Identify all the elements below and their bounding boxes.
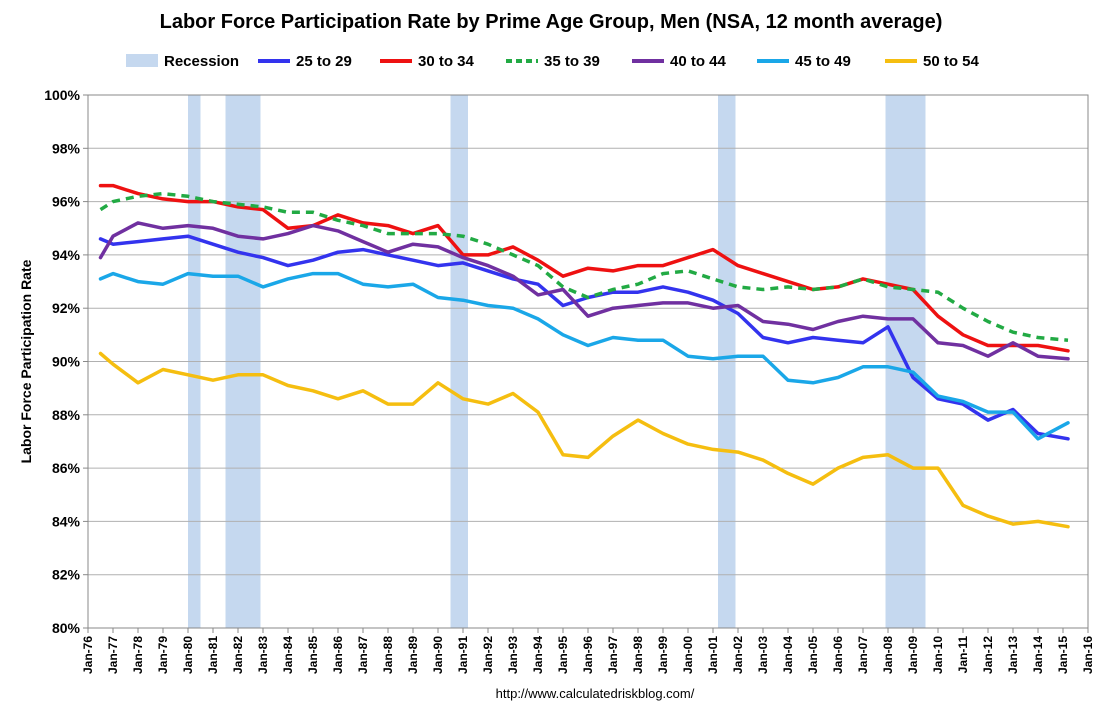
y-tick-label: 84% xyxy=(52,513,81,529)
x-tick-label: Jan-02 xyxy=(731,636,745,674)
x-tick-label: Jan-98 xyxy=(631,636,645,674)
y-axis: 80% 82% 84% 86% 88% 90% 92% 94% 96% 98% 100% xyxy=(44,87,88,636)
x-tick-label: Jan-01 xyxy=(706,636,720,674)
x-tick-label: Jan-14 xyxy=(1031,636,1045,674)
y-tick-label: 98% xyxy=(52,140,81,156)
x-tick-label: Jan-94 xyxy=(531,636,545,674)
y-tick-label: 82% xyxy=(52,567,81,583)
legend-label: 35 to 39 xyxy=(544,53,600,70)
x-tick-label: Jan-76 xyxy=(81,636,95,674)
legend-label: 30 to 34 xyxy=(418,53,475,70)
y-tick-label: 96% xyxy=(52,194,81,210)
legend-label: 40 to 44 xyxy=(670,53,727,70)
x-tick-label: Jan-12 xyxy=(981,636,995,674)
x-tick-label: Jan-86 xyxy=(331,636,345,674)
y-tick-label: 90% xyxy=(52,354,81,370)
series-line-35-to-39 xyxy=(99,191,1069,342)
x-tick-label: Jan-10 xyxy=(931,636,945,674)
x-tick-label: Jan-97 xyxy=(606,636,620,674)
y-tick-label: 94% xyxy=(52,247,81,263)
x-tick-label: Jan-83 xyxy=(256,636,270,674)
y-axis-label: Labor Force Participation Rate xyxy=(18,259,34,463)
x-tick-label: Jan-81 xyxy=(206,636,220,674)
y-tick-label: 100% xyxy=(44,87,80,103)
plot-area xyxy=(87,94,1089,629)
x-tick-label: Jan-88 xyxy=(381,636,395,674)
x-tick-label: Jan-89 xyxy=(406,636,420,674)
y-tick-label: 86% xyxy=(52,460,81,476)
series-line-45-to-49 xyxy=(98,271,1070,441)
chart-title: Labor Force Participation Rate by Prime … xyxy=(160,11,943,33)
x-tick-label: Jan-99 xyxy=(656,636,670,674)
x-axis: Jan-76 Jan-77 Jan-78 Jan-79 Jan-80 Jan-81 Jan-… xyxy=(81,628,1095,674)
legend-swatch-recession xyxy=(126,54,158,67)
x-tick-label: Jan-85 xyxy=(306,636,320,674)
x-tick-label: Jan-92 xyxy=(481,636,495,674)
x-tick-label: Jan-16 xyxy=(1081,636,1095,674)
x-tick-label: Jan-05 xyxy=(806,636,820,674)
x-tick-label: Jan-08 xyxy=(881,636,895,674)
x-tick-label: Jan-95 xyxy=(556,636,570,674)
x-tick-label: Jan-11 xyxy=(956,636,970,674)
x-tick-label: Jan-82 xyxy=(231,636,245,674)
legend-label: 25 to 29 xyxy=(296,53,352,70)
x-tick-label: Jan-04 xyxy=(781,636,795,674)
source-url: http://www.calculatedriskblog.com/ xyxy=(496,686,695,701)
x-tick-label: Jan-00 xyxy=(681,636,695,674)
series-line-40-to-44 xyxy=(98,221,1070,361)
x-tick-label: Jan-91 xyxy=(456,636,470,674)
series-lines xyxy=(98,183,1070,529)
x-tick-label: Jan-78 xyxy=(131,636,145,674)
y-tick-label: 92% xyxy=(52,300,81,316)
x-tick-label: Jan-96 xyxy=(581,636,595,674)
x-tick-label: Jan-90 xyxy=(431,636,445,674)
x-tick-label: Jan-87 xyxy=(356,636,370,674)
x-tick-label: Jan-77 xyxy=(106,636,120,674)
x-tick-label: Jan-84 xyxy=(281,636,295,674)
legend: Recession 25 to 29 30 to 34 35 to 39 40 to 4… xyxy=(126,53,980,70)
x-tick-label: Jan-03 xyxy=(756,636,770,674)
x-tick-label: Jan-15 xyxy=(1056,636,1070,674)
x-tick-label: Jan-13 xyxy=(1006,636,1020,674)
legend-label: Recession xyxy=(164,53,239,70)
x-tick-label: Jan-93 xyxy=(506,636,520,674)
y-tick-label: 88% xyxy=(52,407,81,423)
x-tick-label: Jan-79 xyxy=(156,636,170,674)
legend-label: 50 to 54 xyxy=(923,53,980,70)
y-tick-label: 80% xyxy=(52,620,81,636)
x-tick-label: Jan-80 xyxy=(181,636,195,674)
x-tick-label: Jan-09 xyxy=(906,636,920,674)
x-tick-label: Jan-06 xyxy=(831,636,845,674)
x-tick-label: Jan-07 xyxy=(856,636,870,674)
series-line-50-to-54 xyxy=(98,351,1070,529)
legend-label: 45 to 49 xyxy=(795,53,851,70)
